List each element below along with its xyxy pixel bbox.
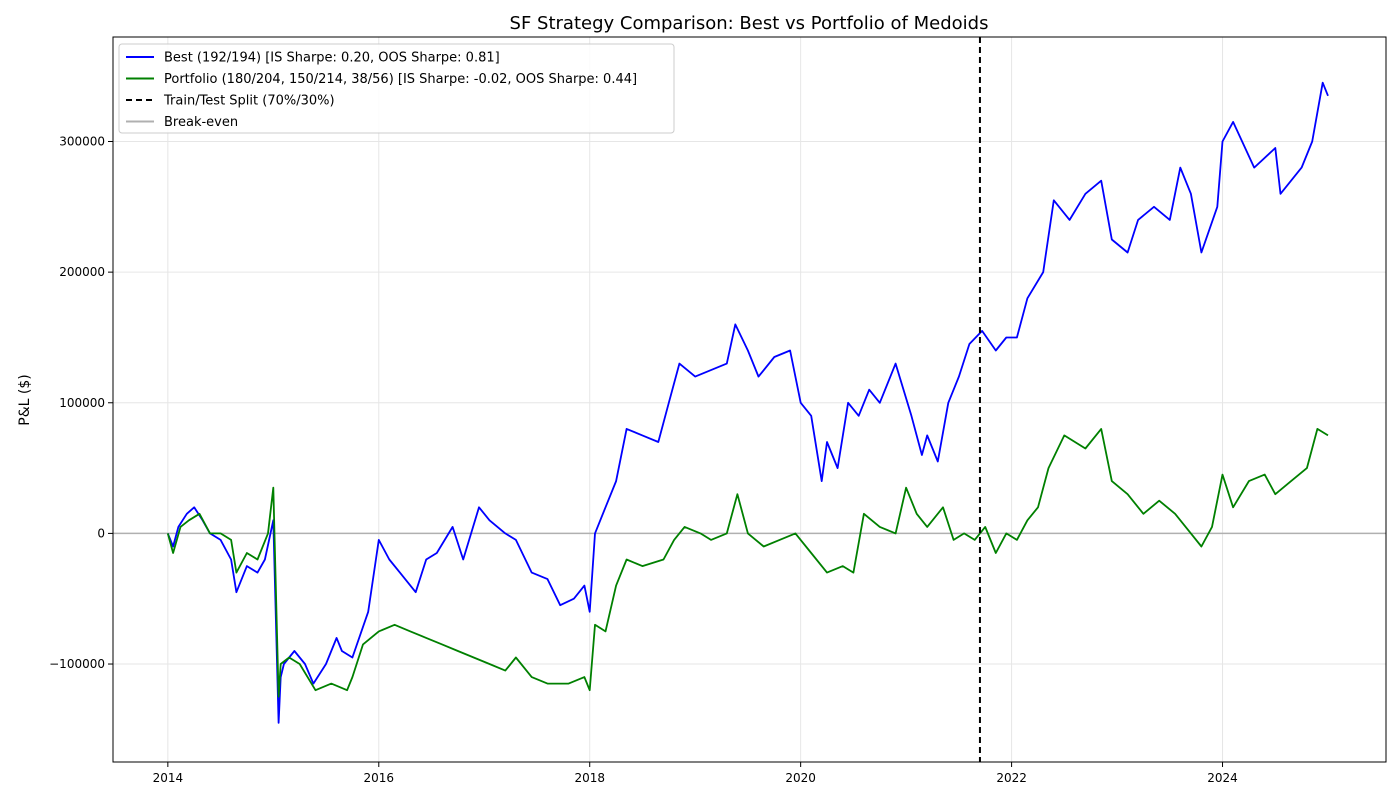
x-tick-label: 2022 xyxy=(996,771,1027,785)
x-tick-label: 2020 xyxy=(785,771,816,785)
y-tick-label: 100000 xyxy=(59,396,105,410)
legend-entry-portfolio: Portfolio (180/204, 150/214, 38/56) [IS … xyxy=(126,72,637,87)
legend-label: Train/Test Split (70%/30%) xyxy=(163,94,335,109)
x-tick-label: 2016 xyxy=(364,771,395,785)
grid xyxy=(113,37,1386,762)
x-tick-label: 2024 xyxy=(1207,771,1238,785)
legend-entry-best: Best (192/194) [IS Sharpe: 0.20, OOS Sha… xyxy=(126,51,500,66)
legend-label: Break-even xyxy=(164,115,238,130)
portfolio-series-line xyxy=(166,427,1329,698)
y-tick-label: 300000 xyxy=(59,135,105,149)
x-tick-label: 2018 xyxy=(574,771,605,785)
chart-title: SF Strategy Comparison: Best vs Portfoli… xyxy=(510,13,989,34)
legend-box xyxy=(118,43,675,134)
best-series-line xyxy=(166,81,1329,724)
y-tick-label: 200000 xyxy=(59,265,105,279)
axes: 2014 2016 2018 2020 2022 2024 −100000 0 100000 20… xyxy=(49,135,1238,785)
y-tick-label: −100000 xyxy=(49,657,105,671)
legend-entry-break-even: Break-even xyxy=(126,115,238,130)
y-axis-label: P&L ($) xyxy=(17,374,33,425)
legend: Best (192/194) [IS Sharpe: 0.20, OOS Sha… xyxy=(118,43,675,134)
plot-frame xyxy=(112,36,1387,763)
series-layer xyxy=(166,81,1329,724)
legend-label: Portfolio (180/204, 150/214, 38/56) [IS … xyxy=(164,72,637,87)
x-tick-label: 2014 xyxy=(153,771,184,785)
y-tick-label: 0 xyxy=(97,526,105,540)
legend-entry-split: Train/Test Split (70%/30%) xyxy=(126,94,335,109)
legend-label: Best (192/194) [IS Sharpe: 0.20, OOS Sha… xyxy=(164,51,500,66)
